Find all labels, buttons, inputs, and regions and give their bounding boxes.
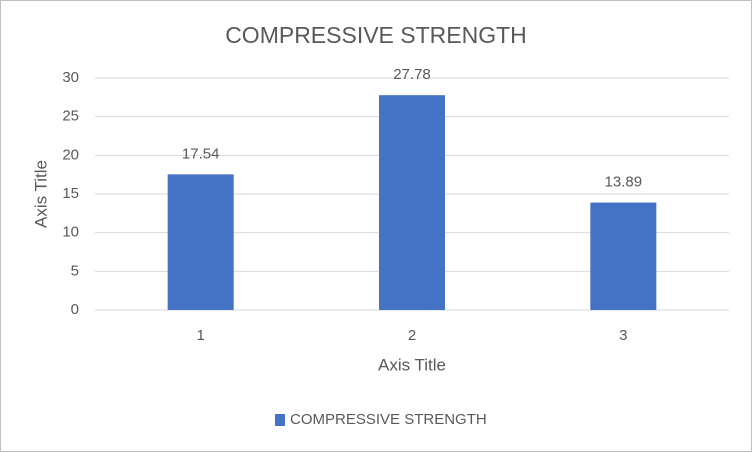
y-tick-label: 15 [62, 185, 79, 202]
y-tick-label: 10 [62, 224, 79, 241]
data-label: 27.78 [393, 66, 431, 83]
data-label: 17.54 [182, 145, 220, 162]
bar [590, 202, 657, 310]
y-tick-label: 20 [62, 146, 79, 163]
bar [379, 95, 445, 310]
data-label: 13.89 [605, 174, 643, 191]
legend-label: COMPRESSIVE STRENGTH [290, 411, 487, 428]
x-tick-label: 3 [619, 327, 627, 344]
y-tick-label: 5 [71, 262, 79, 279]
y-tick-label: 30 [62, 69, 79, 86]
bar [167, 174, 234, 310]
y-tick-label: 0 [71, 301, 79, 318]
x-axis-title: Axis Title [378, 355, 446, 374]
x-tick-label: 1 [196, 327, 204, 344]
y-tick-label: 25 [62, 108, 79, 125]
legend-swatch [275, 414, 285, 426]
chart-title: COMPRESSIVE STRENGTH [225, 22, 527, 48]
y-axis-title: Axis Title [31, 160, 50, 228]
x-tick-label: 2 [408, 327, 416, 344]
